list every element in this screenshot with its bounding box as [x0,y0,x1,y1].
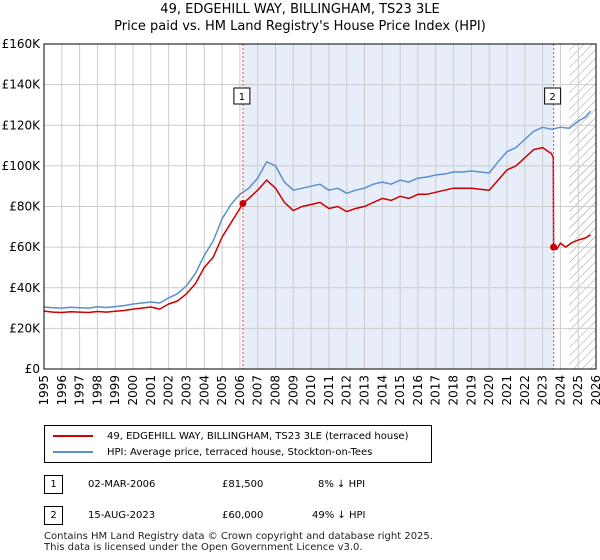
sale-point [239,199,247,207]
transaction-date: 02-MAR-2006 [88,479,156,490]
x-tick-label: 2017 [429,375,443,406]
y-tick-label: £20K [9,321,41,335]
plot-frame [43,43,597,370]
transaction-badge: 2 [44,506,63,525]
x-tick-label: 2006 [233,375,247,406]
x-tick-label: 2009 [286,375,300,406]
x-tick-label: 2019 [464,375,478,406]
y-tick-label: £140K [2,78,42,92]
x-tick-label: 2016 [411,375,425,406]
x-tick-label: 2008 [268,375,282,406]
x-tick-label: 2011 [322,375,336,406]
attribution: Contains HM Land Registry data © Crown c… [44,531,433,553]
sale-label: 2 [549,92,555,103]
transaction-hpi: 8% ↓ HPI [318,479,366,490]
x-tick-label: 1997 [73,375,87,406]
y-tick-label: £120K [2,118,42,132]
x-tick-label: 2018 [447,375,461,406]
transaction-price: £81,500 [222,479,264,490]
x-tick-label: 2003 [179,375,193,406]
x-tick-label: 2015 [393,375,407,406]
x-tick-label: 2025 [571,375,585,406]
x-tick-label: 1998 [90,375,104,406]
chart-subtitle: Price paid vs. HM Land Registry's House … [114,19,486,34]
x-tick-label: 2005 [215,375,229,406]
x-tick-label: 2023 [536,375,550,406]
x-tick-label: 2022 [518,375,532,406]
y-tick-label: £160K [2,37,42,51]
x-tick-label: 2012 [340,375,354,406]
sale-label-box [233,87,251,105]
x-tick-label: 1996 [55,375,69,406]
x-tick-label: 2010 [304,375,318,406]
transaction-date: 15-AUG-2023 [88,510,156,521]
legend-swatch-hpi [53,451,93,453]
x-tick-label: 2007 [251,375,265,406]
transaction-hpi: 49% ↓ HPI [312,510,366,521]
legend-item-price: 49, EDGEHILL WAY, BILLINGHAM, TS23 3LE (… [53,429,408,443]
x-tick-label: 2001 [144,375,158,406]
transaction-badge: 1 [44,475,63,494]
x-tick-label: 2002 [162,375,176,406]
x-tick-label: 2014 [375,375,389,406]
transaction-price: £60,000 [222,510,264,521]
y-tick-label: £0 [25,362,40,376]
y-tick-label: £80K [9,200,41,214]
transaction-row: 2 15-AUG-2023 £60,000 49% ↓ HPI [44,506,600,526]
x-tick-label: 2021 [500,375,514,406]
x-tick-label: 2026 [589,375,600,406]
x-tick-label: 2013 [358,375,372,406]
x-tick-label: 2000 [126,375,140,406]
y-tick-label: £100K [2,159,42,173]
sale-label: 1 [239,92,245,103]
x-tick-label: 2004 [197,375,211,406]
attribution-line: This data is licensed under the Open Gov… [44,542,363,553]
x-tick-label: 2020 [482,375,496,406]
sale-label-box [544,87,562,105]
price-paid-line [43,146,592,314]
attribution-line: Contains HM Land Registry data © Crown c… [44,531,433,542]
y-tick-label: £60K [9,240,41,254]
sale-point [550,243,558,251]
hpi-line [43,110,592,309]
legend-item-hpi: HPI: Average price, terraced house, Stoc… [53,445,372,459]
x-tick-label: 1995 [37,375,51,406]
legend-swatch-price [53,435,93,437]
chart-legend: 49, EDGEHILL WAY, BILLINGHAM, TS23 3LE (… [44,425,432,463]
transaction-row: 1 02-MAR-2006 £81,500 8% ↓ HPI [44,475,600,495]
x-tick-label: 2024 [553,375,567,406]
legend-label-price: 49, EDGEHILL WAY, BILLINGHAM, TS23 3LE (… [107,430,409,442]
y-tick-label: £40K [9,281,41,295]
chart-title: 49, EDGEHILL WAY, BILLINGHAM, TS23 3LE [160,2,440,17]
price-chart: 1 2 £0 £20K £40K £60K £80K £100K £120K £140K £160… [2,37,600,406]
legend-label-hpi: HPI: Average price, terraced house, Stoc… [107,446,373,458]
x-tick-label: 1999 [108,375,122,406]
